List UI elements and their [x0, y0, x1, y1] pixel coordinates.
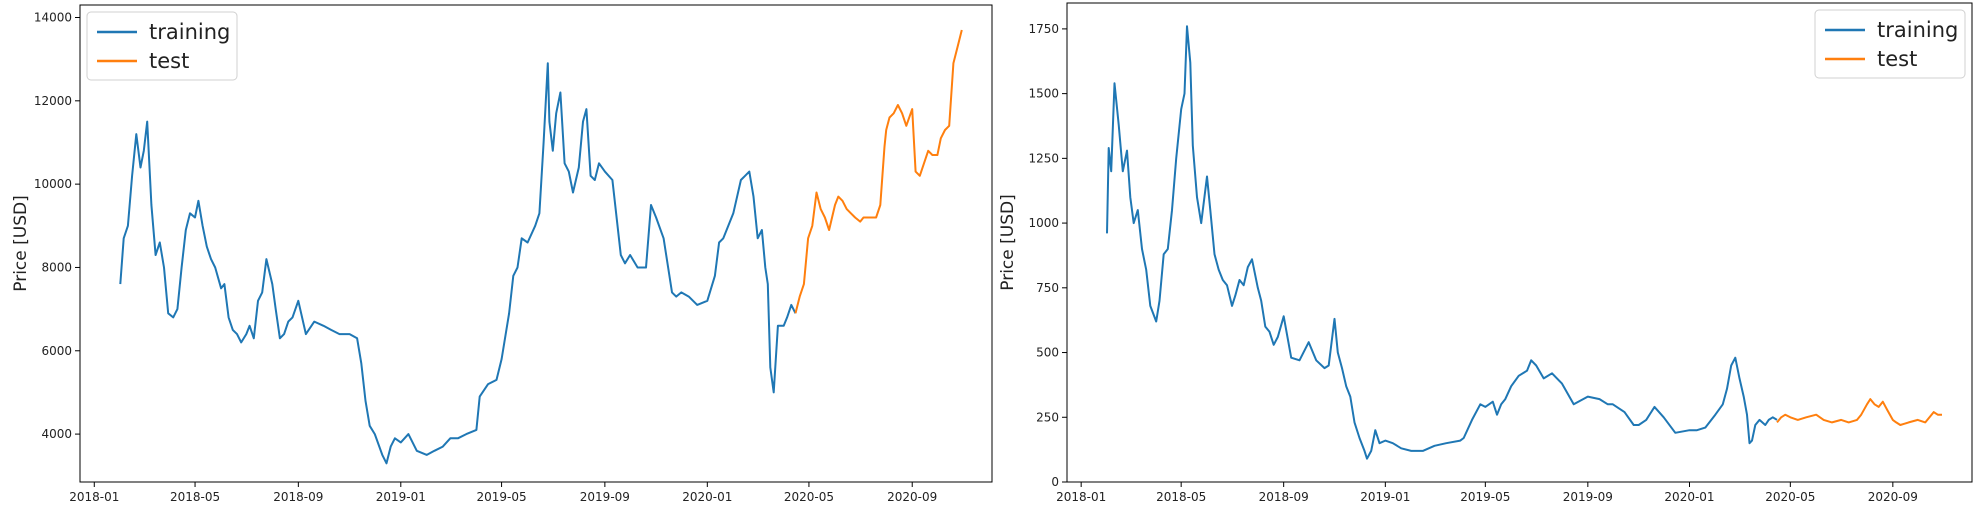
x-tick-label: 2018-09	[273, 490, 323, 504]
x-tick-label: 2018-01	[1056, 490, 1106, 504]
plot-frame	[79, 4, 993, 483]
chart-panel-right: 2018-01 2018-05 2018-09 2019-01 2019-05 2019-…	[998, 2, 1973, 504]
y-tick-label: 1500	[1028, 87, 1059, 101]
y-tick-label: 1250	[1028, 151, 1059, 165]
legend-box	[1814, 9, 1966, 79]
y-tick-label: 6000	[41, 344, 72, 358]
x-tick-label: 2018-01	[69, 490, 119, 504]
x-tick-label: 2020-01	[682, 490, 732, 504]
x-tick-label: 2019-09	[1563, 490, 1613, 504]
legend-label-test: test	[149, 49, 189, 73]
legend: training test	[86, 11, 238, 81]
x-tick-label: 2018-05	[1156, 490, 1206, 504]
x-tick-label: 2020-01	[1664, 490, 1714, 504]
y-tick-label: 0	[1051, 475, 1059, 489]
legend-label-training: training	[149, 20, 230, 44]
y-tick-label: 14000	[34, 10, 72, 24]
series-line-test	[794, 29, 963, 314]
x-tick-label: 2019-01	[376, 490, 426, 504]
y-tick-label: 500	[1036, 346, 1059, 360]
y-tick-label: 10000	[34, 177, 72, 191]
x-tick-label: 2018-05	[170, 490, 220, 504]
y-tick-label: 12000	[34, 94, 72, 108]
x-tick-label: 2019-01	[1360, 490, 1410, 504]
y-tick-label: 250	[1036, 410, 1059, 424]
x-tick-label: 2019-05	[476, 490, 526, 504]
x-tick-label: 2020-09	[887, 490, 937, 504]
x-tick-label: 2018-09	[1259, 490, 1309, 504]
legend-box	[86, 11, 238, 81]
y-tick-label: 1750	[1028, 22, 1059, 36]
x-tick-label: 2020-05	[784, 490, 834, 504]
y-axis-label: Price [USD]	[11, 195, 31, 291]
series-line-test	[1776, 398, 1942, 426]
series-line-training	[1106, 25, 1778, 460]
x-tick-label: 2019-09	[580, 490, 630, 504]
plot-frame	[1066, 2, 1973, 483]
y-tick-label: 8000	[41, 260, 72, 274]
x-tick-label: 2020-09	[1868, 490, 1918, 504]
legend-label-test: test	[1877, 47, 1917, 71]
y-tick-label: 4000	[41, 427, 72, 441]
legend: training test	[1814, 9, 1966, 79]
y-tick-label: 750	[1036, 281, 1059, 295]
legend-label-training: training	[1877, 18, 1958, 42]
series-line-training	[119, 62, 797, 465]
x-tick-label: 2019-05	[1460, 490, 1510, 504]
chart-panel-left: 2018-01 2018-05 2018-09 2019-01 2019-05 2019-…	[11, 4, 993, 504]
x-tick-label: 2020-05	[1765, 490, 1815, 504]
y-axis-label: Price [USD]	[998, 194, 1018, 290]
y-tick-label: 1000	[1028, 216, 1059, 230]
